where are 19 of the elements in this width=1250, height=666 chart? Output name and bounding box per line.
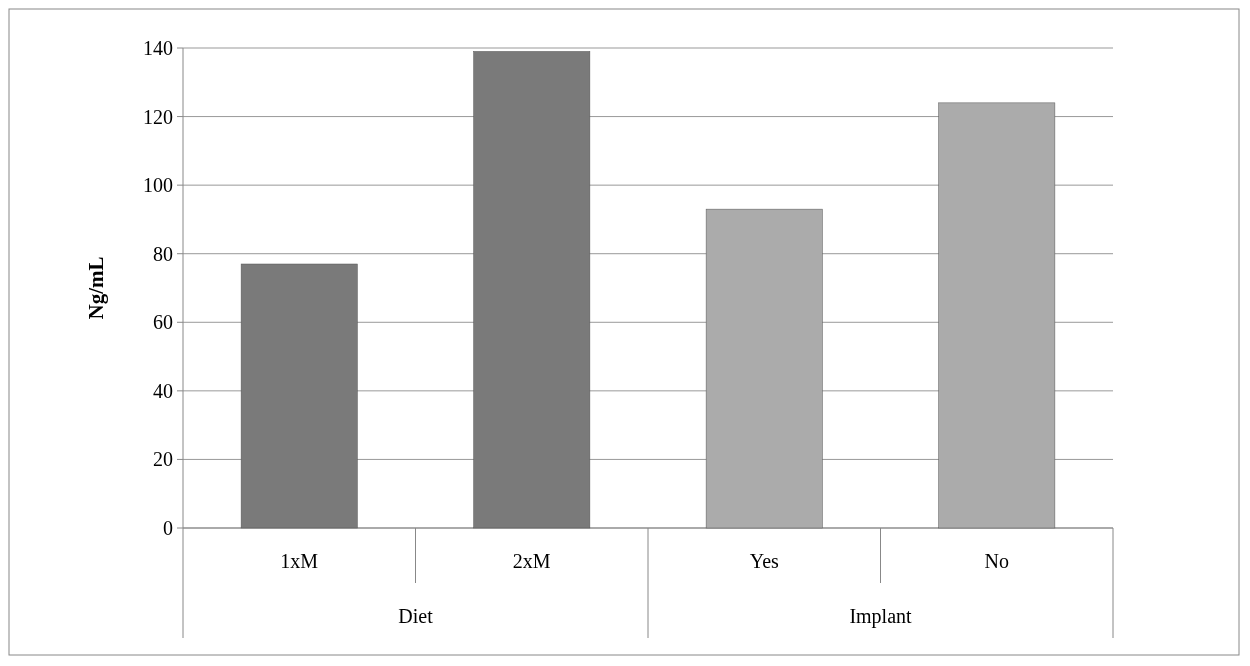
bar (938, 102, 1056, 529)
bar (705, 208, 823, 529)
y-tick-label: 120 (143, 105, 173, 128)
y-tick-label: 40 (153, 379, 173, 402)
text: Diet (398, 605, 434, 627)
y-tick-label: 80 (153, 242, 173, 265)
y-tick-label: 60 (153, 311, 173, 334)
x-tick-label: 1xM (280, 550, 319, 572)
x-tick-label: Yes (749, 550, 780, 572)
bar (473, 51, 591, 529)
x-tick-label: No (984, 550, 1009, 572)
text: Implant (849, 605, 913, 628)
bar (240, 263, 358, 529)
y-axis-title: Ng/mL (84, 256, 108, 320)
y-tick-label: 140 (143, 37, 173, 59)
y-tick-label: 20 (153, 448, 173, 471)
y-tick-label: 0 (163, 517, 173, 539)
x-tick-label: 2xM (512, 550, 551, 572)
y-tick-label: 100 (143, 174, 173, 197)
